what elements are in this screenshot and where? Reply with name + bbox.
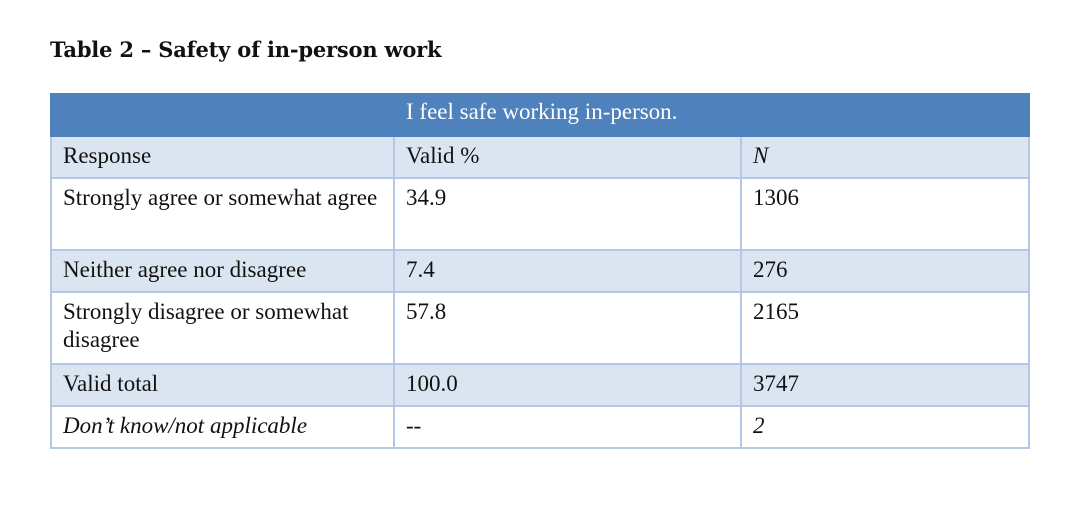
- row-response: Don’t know/not applicable: [50, 405, 395, 449]
- table-title: I feel safe working in-person.: [393, 93, 1030, 137]
- row-response: Strongly agree or somewhat agree: [50, 177, 395, 251]
- table-caption: Table 2 – Safety of in-person work: [50, 37, 442, 62]
- header-valid-percent: Valid %: [393, 135, 742, 179]
- header-n: N: [740, 135, 1030, 179]
- safety-table: I feel safe working in-person. Response …: [50, 93, 1030, 449]
- row-n: 2165: [740, 291, 1030, 365]
- row-response: Valid total: [50, 363, 395, 407]
- row-n: 1306: [740, 177, 1030, 251]
- row-n: 276: [740, 249, 1030, 293]
- row-n: 3747: [740, 363, 1030, 407]
- table-title-row: I feel safe working in-person.: [50, 93, 1030, 137]
- table-row: Valid total 100.0 3747: [50, 363, 1030, 407]
- row-valid-percent: 34.9: [393, 177, 742, 251]
- row-valid-percent: --: [393, 405, 742, 449]
- title-spacer-cell: [50, 93, 395, 137]
- row-response: Neither agree nor disagree: [50, 249, 395, 293]
- table-row: Neither agree nor disagree 7.4 276: [50, 249, 1030, 293]
- row-valid-percent: 57.8: [393, 291, 742, 365]
- header-row: Response Valid % N: [50, 135, 1030, 179]
- row-response: Strongly disagree or somewhat disagree: [50, 291, 395, 365]
- row-n: 2: [740, 405, 1030, 449]
- header-response: Response: [50, 135, 395, 179]
- table-row: Don’t know/not applicable -- 2: [50, 405, 1030, 449]
- table-row: Strongly disagree or somewhat disagree 5…: [50, 291, 1030, 365]
- row-valid-percent: 100.0: [393, 363, 742, 407]
- table-row: Strongly agree or somewhat agree 34.9 13…: [50, 177, 1030, 251]
- row-valid-percent: 7.4: [393, 249, 742, 293]
